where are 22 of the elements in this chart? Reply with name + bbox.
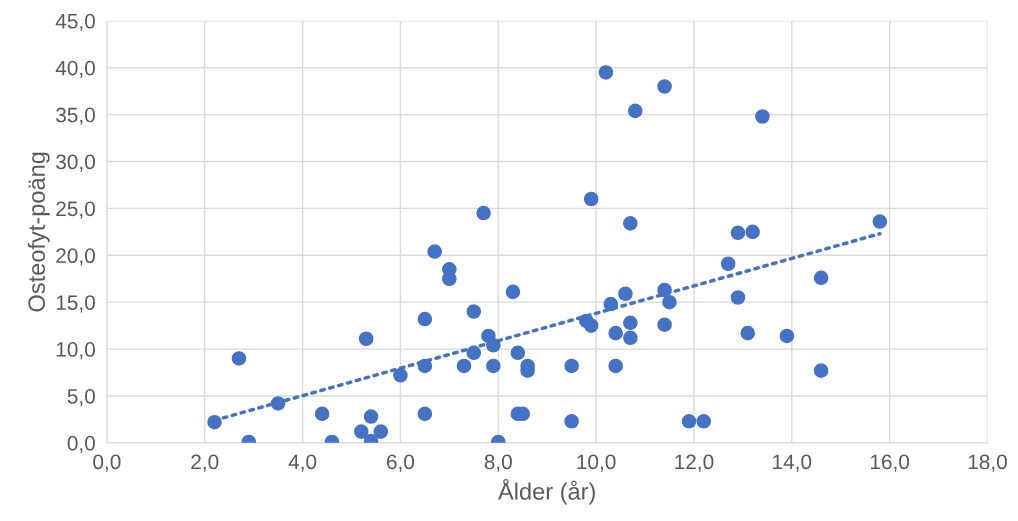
x-tick-label: 10,0 xyxy=(577,454,616,472)
x-tick-label: 4,0 xyxy=(288,454,317,472)
x-tick-label: 0,0 xyxy=(93,454,121,472)
y-tick-label: 25,0 xyxy=(56,201,95,219)
y-tick-label: 10,0 xyxy=(56,342,95,360)
y-tick-label: 5,0 xyxy=(67,388,95,407)
y-tick-label: 15,0 xyxy=(56,295,95,313)
y-tick-label: 20,0 xyxy=(56,248,95,266)
y-tick-label: 40,0 xyxy=(55,60,95,78)
y-tick-label: 0,0 xyxy=(67,435,95,454)
x-axis-title: Ålder (år) xyxy=(498,478,595,505)
y-tick-label: 30,0 xyxy=(56,154,95,172)
x-tick-label: 16,0 xyxy=(870,454,910,472)
x-tick-label: 18,0 xyxy=(968,454,1007,472)
y-axis-title: Osteofyt-poäng xyxy=(27,152,50,312)
y-tick-label: 45,0 xyxy=(55,13,95,32)
y-tick-label: 35,0 xyxy=(56,107,95,125)
x-tick-label: 6,0 xyxy=(386,454,415,472)
x-tick-label: 14,0 xyxy=(773,454,812,472)
x-tick-label: 2,0 xyxy=(191,454,219,472)
x-tick-label: 12,0 xyxy=(675,454,714,472)
x-tick-label: 8,0 xyxy=(484,454,512,472)
